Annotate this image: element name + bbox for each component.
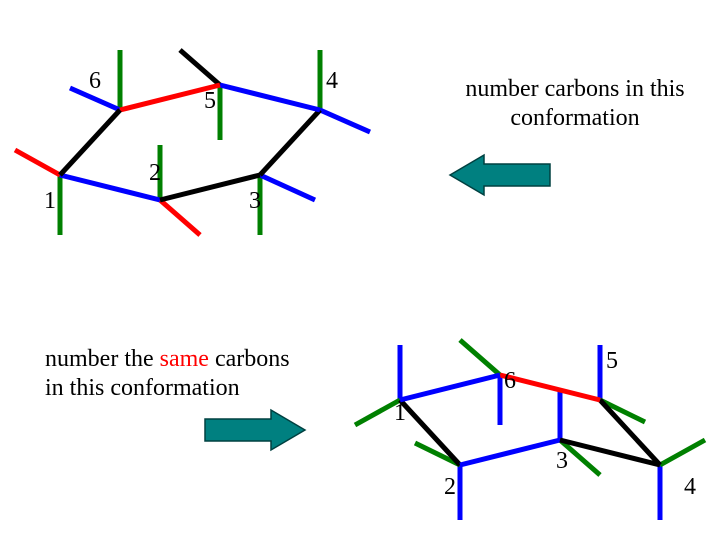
bottom-chair-label-5: 5 [606, 348, 618, 375]
top-chair-label-6: 6 [89, 68, 101, 95]
caption-bottom-prefix: number the [45, 346, 160, 372]
top-chair-label-1: 1 [44, 188, 56, 215]
top-chair-label-5: 5 [204, 88, 216, 115]
top-chair-label-4: 4 [326, 68, 338, 95]
caption-bottom-suffix: carbons [209, 346, 290, 372]
caption-top-line2: conformation [510, 105, 639, 131]
bottom-chair-label-3: 3 [556, 448, 568, 475]
caption-bottom: number the same carbons in this conforma… [45, 345, 290, 403]
top-chair-label-2: 2 [149, 160, 161, 187]
bottom-chair-label-6: 6 [504, 368, 516, 395]
bottom-chair-label-4: 4 [684, 474, 696, 501]
caption-top-line1: number carbons in this [465, 76, 684, 102]
bottom-chair-label-1: 1 [394, 400, 406, 427]
caption-top: number carbons in this conformation [445, 75, 705, 133]
caption-bottom-highlight: same [160, 346, 209, 372]
top-chair-label-3: 3 [249, 188, 261, 215]
bottom-chair-label-2: 2 [444, 474, 456, 501]
caption-bottom-line2: in this conformation [45, 375, 240, 401]
